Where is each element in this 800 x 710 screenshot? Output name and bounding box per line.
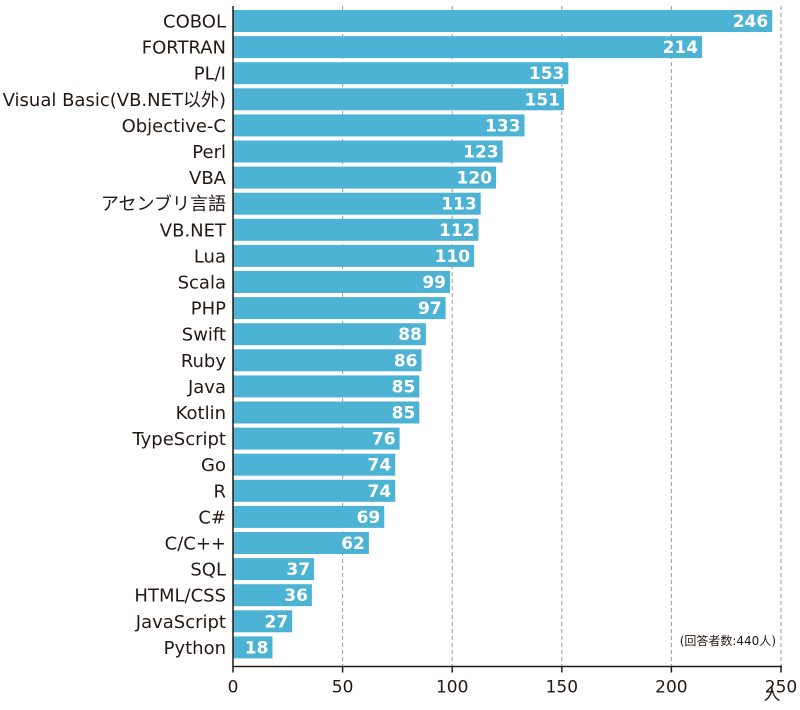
category-label-18: R: [213, 481, 226, 502]
category-label-23: JavaScript: [135, 612, 226, 633]
category-label-10: Scala: [178, 273, 226, 294]
bar-0: [233, 10, 773, 32]
value-label-18: 74: [368, 482, 392, 502]
bar-5: [233, 140, 503, 163]
category-label-15: Kotlin: [176, 403, 226, 424]
x-tick-label-100: 100: [436, 678, 468, 698]
category-label-14: Java: [187, 377, 226, 398]
value-label-6: 120: [457, 169, 493, 189]
category-label-6: VBA: [189, 168, 227, 189]
category-label-2: PL/I: [194, 64, 226, 85]
bar-24: [233, 636, 273, 659]
value-label-5: 123: [463, 143, 499, 163]
category-label-12: Swift: [182, 325, 226, 346]
value-label-10: 99: [422, 273, 446, 293]
bar-10: [233, 271, 451, 293]
bar-22: [233, 584, 312, 607]
value-label-15: 85: [392, 404, 416, 424]
value-label-19: 69: [357, 508, 381, 528]
bar-17: [233, 453, 396, 476]
category-label-13: Ruby: [181, 351, 227, 372]
bar-2: [233, 62, 569, 85]
category-label-4: Objective-C: [122, 116, 226, 137]
category-label-8: VB.NET: [160, 220, 227, 241]
category-label-7: アセンブリ言語: [101, 193, 226, 215]
value-label-8: 112: [439, 221, 475, 241]
bar-13: [233, 349, 422, 372]
category-label-1: FORTRAN: [142, 38, 226, 59]
value-label-20: 62: [341, 534, 365, 554]
value-label-0: 246: [733, 12, 769, 32]
bar-8: [233, 218, 479, 241]
bar-19: [233, 505, 385, 528]
value-label-12: 88: [398, 325, 422, 345]
category-label-19: C#: [198, 507, 226, 528]
bar-23: [233, 610, 293, 633]
bar-12: [233, 323, 426, 346]
x-tick-label-0: 0: [228, 678, 239, 698]
bar-21: [233, 558, 315, 581]
value-label-17: 74: [368, 456, 392, 476]
value-label-9: 110: [435, 247, 471, 267]
x-tick-label-50: 50: [332, 678, 354, 698]
value-label-3: 151: [524, 90, 560, 110]
bar-15: [233, 401, 420, 424]
bar-20: [233, 532, 369, 554]
category-label-11: PHP: [191, 299, 226, 320]
category-label-16: TypeScript: [131, 429, 226, 450]
category-label-21: SQL: [190, 560, 226, 581]
x-tick-label-150: 150: [546, 678, 578, 698]
bar-4: [233, 114, 525, 137]
value-label-16: 76: [372, 430, 396, 450]
category-labels: COBOL FORTRAN PL/I Visual Basic(VB.NET以外) Ob…: [3, 12, 227, 659]
bar-9: [233, 244, 475, 267]
category-label-24: Python: [164, 638, 226, 659]
bars: [233, 10, 773, 659]
value-label-23: 27: [265, 612, 289, 632]
respondent-count-note: (回答者数:440人): [680, 633, 776, 648]
value-label-11: 97: [418, 299, 442, 319]
value-label-22: 36: [284, 586, 308, 606]
category-label-22: HTML/CSS: [134, 586, 226, 607]
bar-3: [233, 88, 564, 111]
bar-18: [233, 479, 396, 502]
bar-7: [233, 192, 481, 215]
value-label-1: 214: [663, 38, 699, 58]
x-axis-unit-label: 人: [764, 685, 781, 705]
value-label-4: 133: [485, 116, 521, 136]
value-label-13: 86: [394, 351, 418, 371]
bar-11: [233, 297, 446, 320]
category-label-3: Visual Basic(VB.NET以外): [3, 90, 226, 111]
x-tick-label-200: 200: [655, 678, 687, 698]
value-label-21: 37: [286, 560, 310, 580]
bar-1: [233, 36, 703, 59]
category-label-9: Lua: [194, 246, 226, 267]
bar-6: [233, 166, 497, 189]
category-label-0: COBOL: [163, 12, 226, 33]
bar-16: [233, 427, 400, 450]
x-tick-label-250: 250: [765, 678, 797, 698]
value-label-7: 113: [441, 195, 477, 215]
value-label-14: 85: [392, 377, 416, 397]
category-label-20: C/C++: [165, 534, 226, 555]
value-label-24: 18: [245, 638, 269, 658]
x-axis: 0 50 100 150 200 250: [228, 6, 797, 698]
category-label-5: Perl: [192, 142, 226, 163]
bar-14: [233, 375, 420, 398]
value-label-2: 153: [529, 64, 565, 84]
category-label-17: Go: [201, 455, 226, 476]
